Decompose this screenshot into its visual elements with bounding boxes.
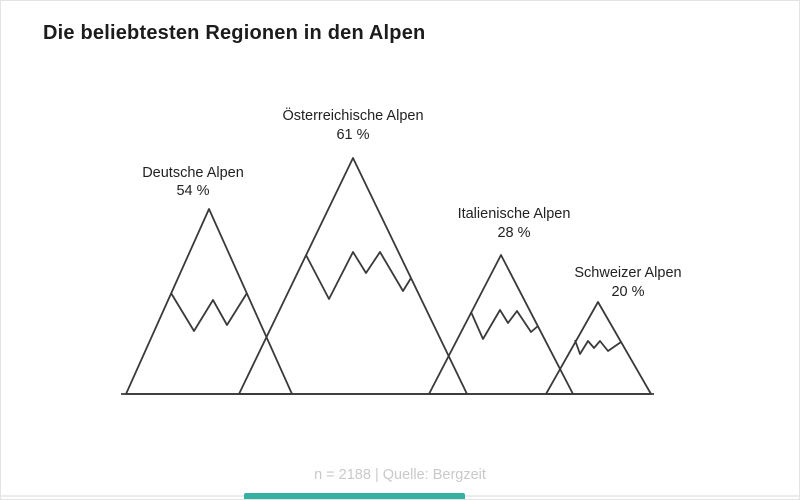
mountain-schweizer-alpen	[545, 301, 652, 395]
mountain-deutsche-alpen	[125, 208, 293, 395]
label--sterreichische-alpen: Österreichische Alpen	[282, 106, 423, 124]
label-deutsche-alpen: Deutsche Alpen	[142, 165, 244, 181]
label-schweizer-alpen: Schweizer Alpen	[574, 265, 681, 281]
snowline-deutsche-alpen	[170, 292, 248, 332]
snowline-schweizer-alpen	[574, 339, 622, 355]
chart-title: Die beliebtesten Regionen in den Alpen	[43, 22, 426, 44]
mountain--sterreichische-alpen	[238, 157, 468, 395]
source-note: n = 2188 | Quelle: Bergzeit	[314, 467, 486, 483]
label-italienische-alpen: Italienische Alpen	[458, 206, 571, 222]
snowline--sterreichische-alpen	[305, 251, 412, 300]
value-schweizer-alpen: 20 %	[611, 284, 644, 300]
progress-bar[interactable]	[244, 493, 465, 499]
snowline-italienische-alpen	[470, 309, 539, 340]
value--sterreichische-alpen: 61 %	[336, 127, 369, 143]
mountain-italienische-alpen	[428, 254, 574, 395]
value-italienische-alpen: 28 %	[497, 225, 530, 241]
value-deutsche-alpen: 54 %	[176, 183, 209, 199]
